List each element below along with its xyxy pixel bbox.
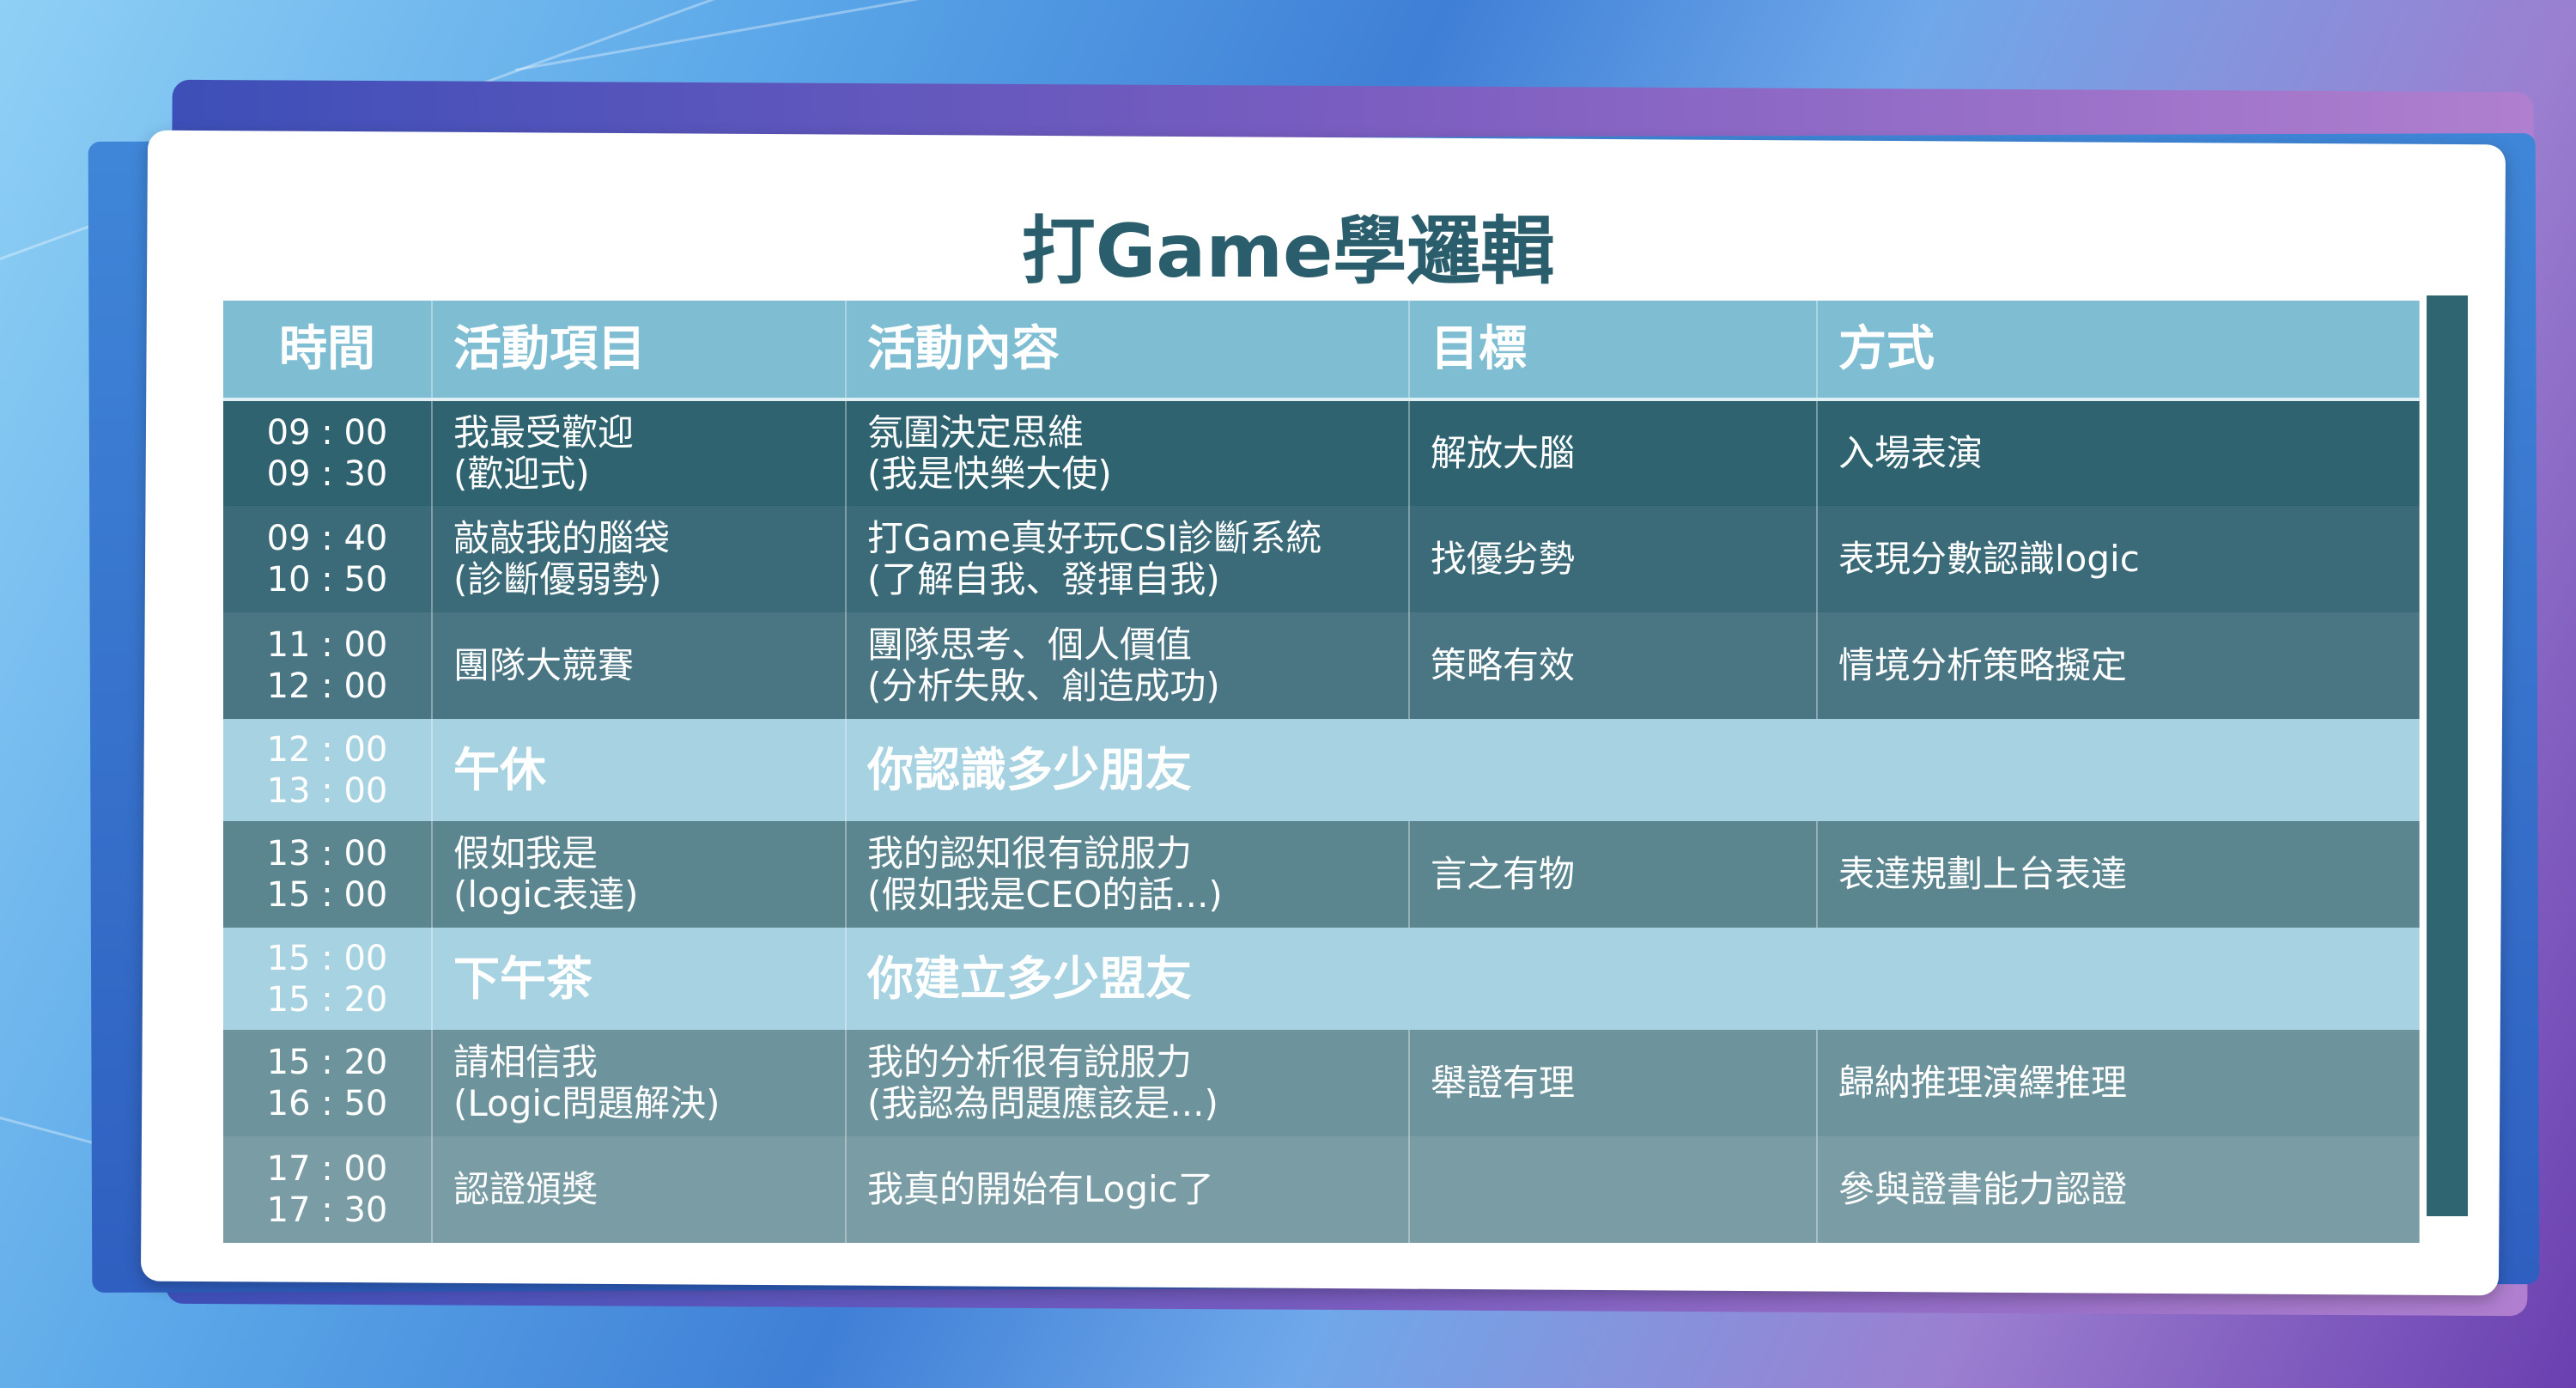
cell-line: 打Game真好玩CSI診斷系統 (867, 517, 1322, 559)
method-cell: 表現分數認識logic (1817, 506, 2421, 612)
cell-line: 團隊大競賽 (453, 644, 635, 686)
time-cell: 17 : 00 17 : 30 (223, 1136, 433, 1243)
time-cell: 09 : 00 09 : 30 (223, 399, 433, 506)
cell-line: (logic表達) (453, 874, 639, 916)
table-row: 13 : 00 15 : 00 假如我是 (logic表達) 我的認知很有說服力 (假如我… (223, 821, 2421, 928)
method-cell: 表達規劃上台表達 (1817, 821, 2421, 928)
activity-content-cell: 你認識多少朋友 (846, 719, 2421, 821)
cell-line: 16 : 50 (266, 1084, 388, 1123)
activity-content-cell: 氛圍決定思維 (我是快樂大使) (846, 399, 1410, 506)
activity-item-cell: 假如我是 (logic表達) (432, 821, 847, 928)
cell-line: 17 : 00 (266, 1149, 388, 1189)
table-row: 09 : 40 10 : 50 敲敲我的腦袋 (診斷優弱勢) 打Game真好玩CSI診斷… (223, 506, 2421, 612)
cell-line: 12 : 00 (266, 667, 388, 706)
header-content: 活動內容 (846, 301, 1410, 401)
table-row: 09 : 00 09 : 30 我最受歡迎 (歡迎式) 氛圍決定思維 (我是快樂大使) 解放… (223, 399, 2421, 506)
cell-line: 我最受歡迎 (453, 411, 635, 454)
method-cell: 歸納推理演繹推理 (1817, 1030, 2421, 1136)
cell-line: 假如我是 (453, 832, 598, 874)
cell-line: 團隊思考、個人價值 (867, 624, 1193, 666)
cell-line: 15 : 00 (266, 875, 388, 915)
cell-line: 15 : 00 (266, 938, 388, 978)
cell-line: (Logic問題解決) (453, 1082, 720, 1124)
cell-line: 15 : 20 (266, 979, 388, 1020)
cell-line: 12 : 00 (266, 729, 388, 770)
schedule-table: 時間 活動項目 活動內容 目標 方式 09 : 00 09 : 30 我最受歡迎 (歡… (223, 301, 2421, 1243)
goal-cell (1409, 1136, 1818, 1243)
cell-line: 你建立多少盟友 (867, 951, 1192, 1006)
page-title: 打Game學邏輯 (1021, 209, 1555, 295)
cell-line: 13 : 00 (266, 770, 388, 811)
cell-line: 我的分析很有說服力 (867, 1041, 1193, 1083)
time-cell: 13 : 00 15 : 00 (223, 821, 433, 928)
cell-line: 13 : 00 (266, 834, 388, 874)
method-cell: 參與證書能力認證 (1817, 1136, 2421, 1243)
side-bar-accent (2427, 295, 2468, 1216)
activity-item-cell: 下午茶 (432, 928, 847, 1030)
goal-cell: 言之有物 (1409, 821, 1818, 928)
time-cell: 11 : 00 12 : 00 (223, 612, 433, 719)
method-cell: 入場表演 (1817, 399, 2421, 506)
cell-line: 我真的開始有Logic了 (867, 1168, 1214, 1210)
break-row: 12 : 00 13 : 00 午休 你認識多少朋友 (223, 719, 2421, 821)
activity-item-cell: 團隊大競賽 (432, 612, 847, 719)
goal-cell: 舉證有理 (1409, 1030, 1818, 1136)
activity-item-cell: 敲敲我的腦袋 (診斷優弱勢) (432, 506, 847, 612)
cell-line: (分析失敗、創造成功) (867, 665, 1220, 707)
cell-line: 09 : 00 (266, 413, 388, 453)
goal-cell: 找優劣勢 (1409, 506, 1818, 612)
cell-line: 認證頒獎 (453, 1168, 598, 1210)
cell-line: (歡迎式) (453, 453, 590, 495)
activity-item-cell: 請相信我 (Logic問題解決) (432, 1030, 847, 1136)
activity-content-cell: 你建立多少盟友 (846, 928, 2421, 1030)
cell-line: (假如我是CEO的話...) (867, 874, 1223, 916)
background-line (514, 0, 1531, 71)
cell-line: 請相信我 (453, 1041, 598, 1083)
header-time: 時間 (223, 301, 433, 401)
cell-line: 17 : 30 (266, 1190, 388, 1230)
header-method: 方式 (1817, 301, 2421, 401)
cell-line: 09 : 40 (266, 519, 388, 558)
cell-line: (我是快樂大使) (867, 453, 1112, 495)
method-cell: 情境分析策略擬定 (1817, 612, 2421, 719)
activity-content-cell: 我的分析很有說服力 (我認為問題應該是...) (846, 1030, 1410, 1136)
time-cell: 15 : 00 15 : 20 (223, 928, 433, 1030)
cell-line: 午休 (453, 742, 546, 797)
cell-line: (我認為問題應該是...) (867, 1082, 1218, 1124)
table-row: 11 : 00 12 : 00 團隊大競賽 團隊思考、個人價值 (分析失敗、創造成功) 策… (223, 612, 2421, 719)
activity-content-cell: 我真的開始有Logic了 (846, 1136, 1410, 1243)
activity-item-cell: 認證頒獎 (432, 1136, 847, 1243)
activity-item-cell: 午休 (432, 719, 847, 821)
header-goal: 目標 (1409, 301, 1818, 401)
cell-line: (了解自我、發揮自我) (867, 558, 1220, 600)
header-item: 活動項目 (432, 301, 847, 401)
activity-content-cell: 團隊思考、個人價值 (分析失敗、創造成功) (846, 612, 1410, 719)
time-cell: 15 : 20 16 : 50 (223, 1030, 433, 1136)
cell-line: (診斷優弱勢) (453, 558, 662, 600)
cell-line: 下午茶 (453, 951, 592, 1006)
activity-content-cell: 我的認知很有說服力 (假如我是CEO的話...) (846, 821, 1410, 928)
goal-cell: 解放大腦 (1409, 399, 1818, 506)
time-cell: 09 : 40 10 : 50 (223, 506, 433, 612)
cell-line: 11 : 00 (266, 625, 388, 665)
cell-line: 氛圍決定思維 (867, 411, 1084, 454)
cell-line: 我的認知很有說服力 (867, 832, 1193, 874)
table-row: 17 : 00 17 : 30 認證頒獎 我真的開始有Logic了 參與證書能力認證 (223, 1136, 2421, 1243)
cell-line: 敲敲我的腦袋 (453, 517, 671, 559)
break-row: 15 : 00 15 : 20 下午茶 你建立多少盟友 (223, 928, 2421, 1030)
goal-cell: 策略有效 (1409, 612, 1818, 719)
cell-line: 15 : 20 (266, 1043, 388, 1082)
activity-item-cell: 我最受歡迎 (歡迎式) (432, 399, 847, 506)
table-row: 15 : 20 16 : 50 請相信我 (Logic問題解決) 我的分析很有說服力 (我… (223, 1030, 2421, 1136)
cell-line: 09 : 30 (266, 454, 388, 494)
time-cell: 12 : 00 13 : 00 (223, 719, 433, 821)
header-row: 時間 活動項目 活動內容 目標 方式 (223, 301, 2421, 401)
activity-content-cell: 打Game真好玩CSI診斷系統 (了解自我、發揮自我) (846, 506, 1410, 612)
cell-line: 10 : 50 (266, 560, 388, 600)
cell-line: 你認識多少朋友 (867, 742, 1192, 797)
